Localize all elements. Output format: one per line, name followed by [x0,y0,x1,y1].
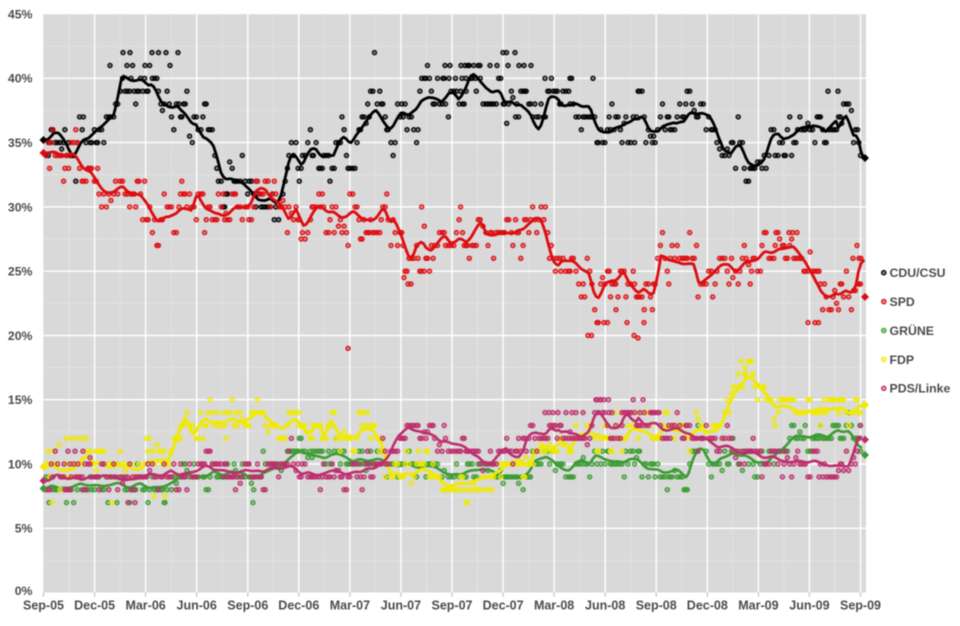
svg-text:SPD: SPD [890,295,915,309]
svg-text:45%: 45% [8,7,33,21]
svg-text:Jun-06: Jun-06 [177,598,217,612]
svg-text:Sep-07: Sep-07 [432,598,473,612]
svg-text:25%: 25% [8,265,33,279]
svg-text:20%: 20% [8,329,33,343]
svg-text:CDU/CSU: CDU/CSU [890,266,946,280]
svg-text:Sep-06: Sep-06 [227,598,268,612]
svg-text:PDS/Linke: PDS/Linke [890,382,951,396]
svg-text:15%: 15% [8,393,33,407]
svg-text:10%: 10% [8,457,33,471]
svg-text:FDP: FDP [890,353,915,367]
svg-text:40%: 40% [8,72,33,86]
svg-text:30%: 30% [8,200,33,214]
svg-text:Mar-06: Mar-06 [125,598,165,612]
svg-text:Jun-07: Jun-07 [381,598,421,612]
svg-text:Dec-06: Dec-06 [278,598,319,612]
svg-text:Jun-08: Jun-08 [585,598,625,612]
svg-text:Mar-08: Mar-08 [534,598,574,612]
svg-text:5%: 5% [15,522,33,536]
svg-text:Dec-08: Dec-08 [687,598,728,612]
svg-text:Sep-08: Sep-08 [636,598,677,612]
svg-text:0%: 0% [15,584,33,598]
svg-text:GRÜNE: GRÜNE [890,323,934,338]
svg-text:Mar-09: Mar-09 [738,598,778,612]
svg-text:Sep-05: Sep-05 [23,598,64,612]
svg-text:Mar-07: Mar-07 [330,598,370,612]
svg-text:Jun-09: Jun-09 [789,598,829,612]
svg-text:35%: 35% [8,136,33,150]
svg-text:Dec-07: Dec-07 [483,598,524,612]
svg-text:Dec-05: Dec-05 [74,598,115,612]
svg-text:Sep-09: Sep-09 [840,598,881,612]
